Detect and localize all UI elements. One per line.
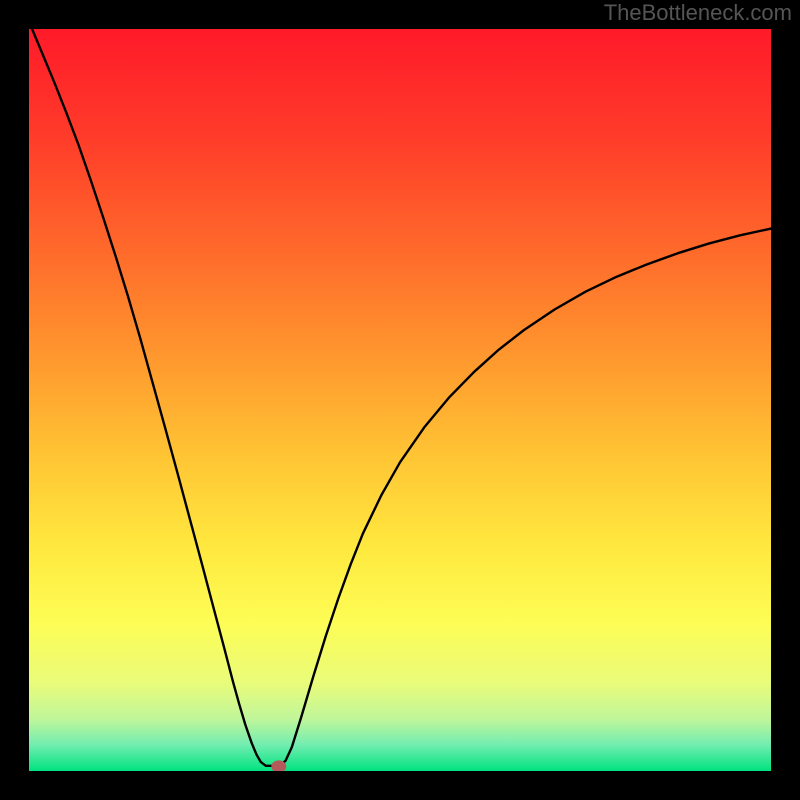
bottleneck-chart [0, 0, 800, 800]
plot-background [29, 29, 771, 771]
optimal-point-marker [271, 760, 286, 772]
chart-stage: TheBottleneck.com [0, 0, 800, 800]
watermark-label: TheBottleneck.com [604, 0, 792, 26]
